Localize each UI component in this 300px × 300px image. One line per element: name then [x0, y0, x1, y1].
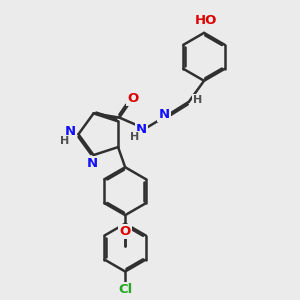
Text: N: N: [86, 157, 98, 170]
Text: N: N: [158, 108, 169, 121]
Text: N: N: [65, 125, 76, 138]
Text: Cl: Cl: [118, 283, 132, 296]
Text: H: H: [130, 132, 140, 142]
Text: H: H: [60, 136, 69, 146]
Text: HO: HO: [194, 14, 217, 27]
Text: O: O: [127, 92, 138, 105]
Text: O: O: [119, 225, 131, 238]
Text: H: H: [193, 95, 202, 105]
Text: N: N: [136, 123, 147, 136]
